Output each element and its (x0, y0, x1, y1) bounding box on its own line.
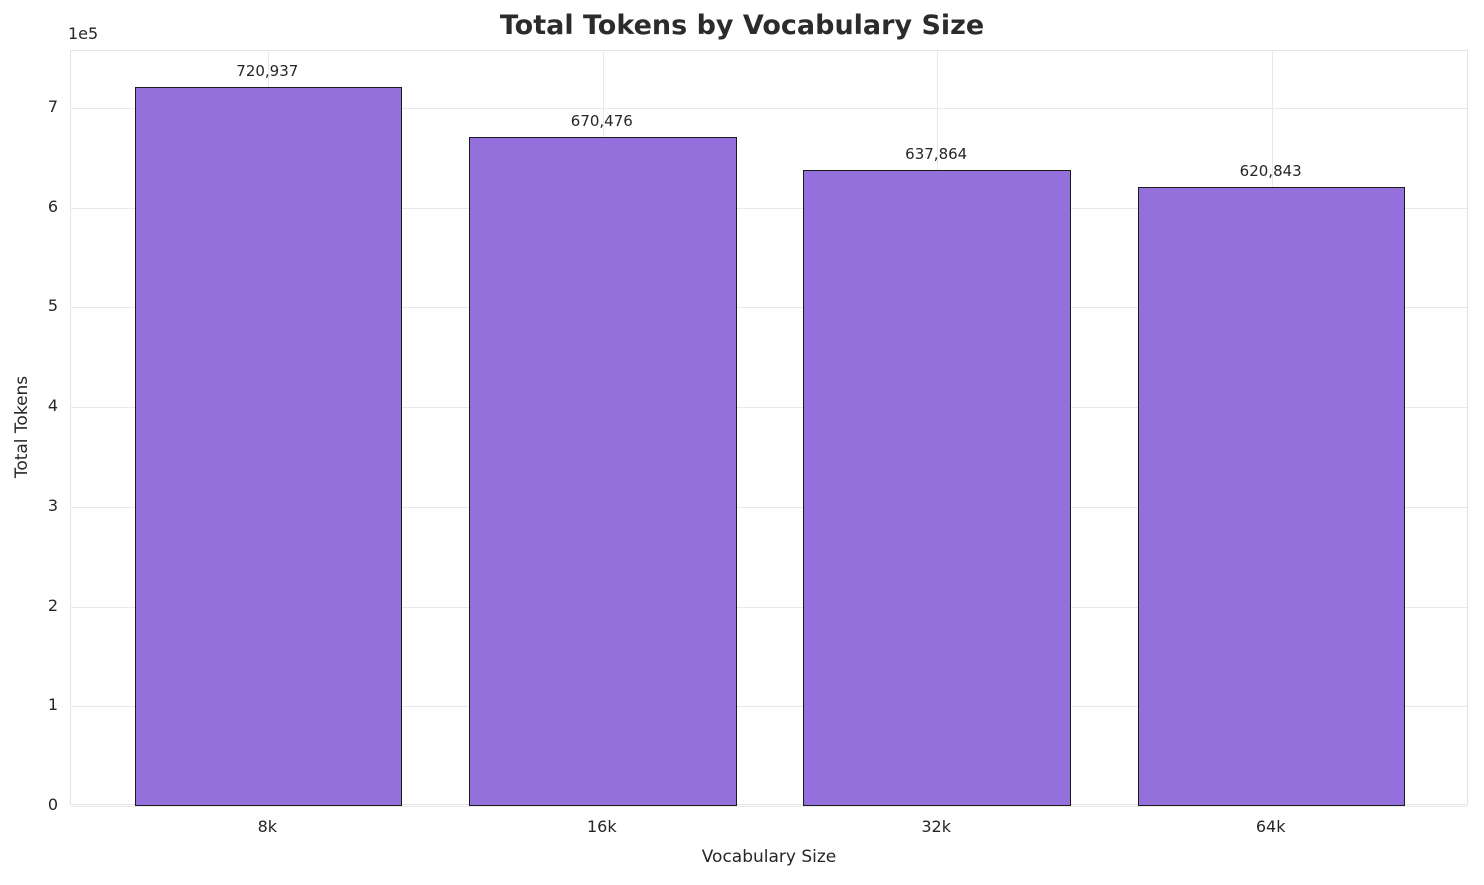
y-tick-label: 7 (47, 96, 58, 116)
grid-line-horizontal (71, 606, 1467, 608)
grid-line-horizontal (71, 107, 1467, 109)
bar-64k (1137, 186, 1406, 806)
grid-line-horizontal (71, 506, 1467, 508)
x-tick-label: 8k (257, 817, 278, 836)
plot-area (70, 50, 1468, 807)
bar-16k (469, 137, 737, 806)
x-axis-label: Vocabulary Size (701, 847, 837, 867)
bar-32k (803, 169, 1071, 806)
y-tick-label: 0 (47, 795, 58, 814)
bar-value-label: 620,843 (1239, 161, 1302, 180)
bar-value-label: 637,864 (905, 144, 968, 163)
y-tick-label: 4 (47, 396, 58, 416)
y-tick-label: 2 (47, 595, 58, 615)
y-axis-offset-text: 1e5 (68, 24, 99, 43)
x-tick-label: 32k (921, 817, 951, 836)
grid-line-horizontal (71, 806, 1467, 807)
bar-value-label: 720,937 (236, 62, 299, 80)
y-tick-label: 6 (47, 196, 58, 216)
x-tick-label: 16k (586, 817, 617, 836)
grid-line-horizontal (71, 706, 1467, 708)
bar-value-label: 670,476 (570, 112, 633, 131)
grid-line-horizontal (71, 207, 1467, 209)
grid-line-horizontal (71, 407, 1467, 409)
grid-line-horizontal (71, 307, 1467, 309)
y-tick-label: 3 (47, 495, 58, 515)
y-tick-label: 5 (47, 296, 58, 316)
x-tick-label: 64k (1255, 817, 1286, 836)
y-tick-label: 1 (47, 695, 58, 715)
bar-8k (134, 87, 403, 806)
chart-title: Total Tokens by Vocabulary Size (499, 10, 985, 41)
